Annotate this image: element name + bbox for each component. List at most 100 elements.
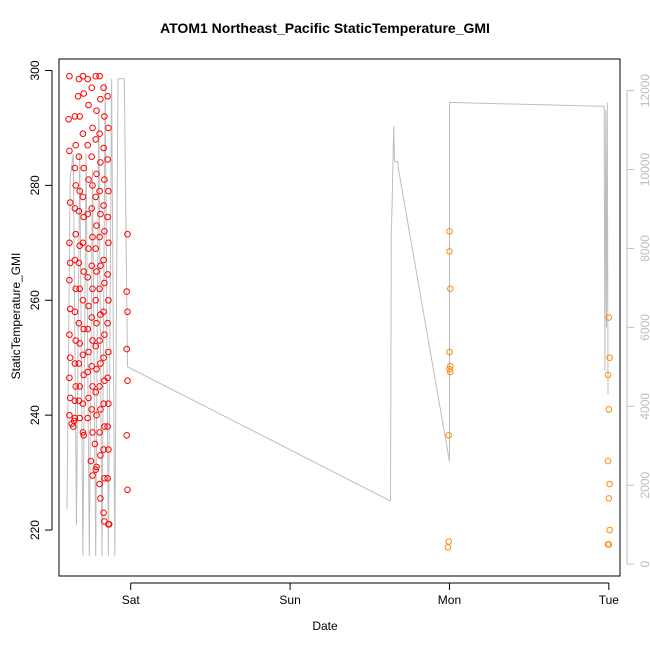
data-point-series-1 bbox=[71, 308, 79, 316]
data-point-series-2 bbox=[445, 538, 453, 545]
data-point-series-2 bbox=[605, 541, 613, 548]
y2-tick-label: 6000 bbox=[638, 314, 650, 341]
data-point-series-1 bbox=[97, 495, 104, 502]
data-point-series-1 bbox=[89, 285, 96, 293]
data-point-series-1 bbox=[92, 342, 99, 350]
axes-layer: 220 240 260 280 300 0 2000 4000 6000 8000 10000 120… bbox=[28, 58, 650, 607]
data-point-series-1 bbox=[96, 72, 103, 80]
data-point-series-1 bbox=[100, 84, 107, 91]
data-point-series-1 bbox=[70, 423, 77, 430]
data-point-series-1 bbox=[72, 230, 79, 238]
data-point-series-1 bbox=[105, 124, 112, 132]
data-point-series-1 bbox=[97, 406, 104, 413]
data-point-series-2 bbox=[447, 285, 454, 293]
y2-tick-label: 2000 bbox=[638, 472, 650, 499]
data-point-series-1 bbox=[96, 285, 103, 293]
data-point-series-1 bbox=[66, 276, 73, 284]
data-point-series-1 bbox=[123, 345, 130, 353]
data-point-series-1 bbox=[71, 164, 79, 172]
data-point-series-1 bbox=[76, 340, 83, 347]
data-point-series-1 bbox=[104, 213, 111, 221]
data-point-series-1 bbox=[104, 319, 111, 327]
y-tick-label: 260 bbox=[28, 290, 42, 310]
data-point-series-1 bbox=[66, 199, 74, 206]
data-point-series-1 bbox=[96, 429, 103, 436]
data-point-series-1 bbox=[79, 239, 87, 247]
data-point-series-1 bbox=[79, 400, 87, 408]
x-axis-label: Date bbox=[312, 619, 338, 633]
data-point-series-1 bbox=[75, 360, 83, 367]
data-point-series-1 bbox=[123, 432, 130, 439]
data-point-series-1 bbox=[80, 90, 87, 97]
data-point-series-1 bbox=[72, 141, 79, 149]
data-point-series-1 bbox=[93, 365, 100, 373]
data-point-series-1 bbox=[65, 116, 72, 123]
data-point-series-2 bbox=[606, 480, 613, 488]
data-point-series-2 bbox=[606, 526, 613, 534]
data-point-series-1 bbox=[93, 463, 100, 471]
data-point-series-2 bbox=[606, 354, 613, 362]
data-point-series-1 bbox=[85, 302, 92, 310]
data-point-series-1 bbox=[92, 136, 99, 143]
altitude-line bbox=[66, 78, 609, 557]
data-point-series-1 bbox=[104, 475, 111, 482]
data-point-series-2 bbox=[447, 368, 454, 376]
x-tick-label: Sat bbox=[122, 593, 141, 607]
data-point-series-1 bbox=[97, 95, 104, 103]
data-point-series-1 bbox=[88, 406, 95, 413]
data-point-series-1 bbox=[89, 337, 96, 344]
data-point-series-1 bbox=[104, 374, 111, 382]
data-point-series-1 bbox=[124, 308, 131, 316]
x-tick-label: Tue bbox=[599, 593, 620, 607]
data-point-series-1 bbox=[84, 414, 91, 422]
data-point-series-1 bbox=[92, 193, 99, 201]
data-point-series-1 bbox=[92, 297, 99, 304]
data-point-series-1 bbox=[89, 124, 96, 132]
data-point-series-1 bbox=[96, 383, 103, 390]
y-tick-label: 240 bbox=[28, 405, 42, 425]
data-point-series-1 bbox=[96, 130, 103, 137]
data-point-series-1 bbox=[124, 486, 131, 494]
chart-title: ATOM1 Northeast_Pacific StaticTemperatur… bbox=[160, 20, 490, 36]
data-point-series-1 bbox=[66, 305, 74, 313]
data-point-series-1 bbox=[76, 383, 83, 390]
data-point-series-1 bbox=[84, 368, 91, 376]
data-point-series-1 bbox=[97, 159, 104, 166]
data-point-series-1 bbox=[105, 446, 112, 453]
data-point-series-1 bbox=[92, 466, 99, 474]
data-point-series-1 bbox=[80, 268, 87, 275]
data-point-series-1 bbox=[105, 521, 113, 528]
data-point-series-1 bbox=[85, 245, 92, 252]
data-point-series-1 bbox=[88, 262, 95, 270]
data-point-series-1 bbox=[93, 319, 100, 327]
data-point-series-1 bbox=[96, 187, 103, 195]
data-point-series-1 bbox=[66, 374, 73, 382]
data-point-series-1 bbox=[66, 394, 74, 402]
data-point-series-1 bbox=[105, 400, 112, 408]
data-point-series-1 bbox=[97, 360, 104, 367]
data-point-series-1 bbox=[89, 429, 96, 436]
x-tick-label: Sun bbox=[279, 593, 300, 607]
data-point-series-1 bbox=[96, 480, 103, 488]
data-point-series-1 bbox=[96, 337, 103, 344]
y2-tick-label: 10000 bbox=[638, 152, 650, 186]
data-point-series-1 bbox=[85, 101, 92, 109]
data-point-series-1 bbox=[75, 75, 83, 83]
data-point-series-1 bbox=[79, 130, 87, 137]
y2-tick-label: 4000 bbox=[638, 393, 650, 420]
data-point-series-1 bbox=[75, 259, 83, 267]
data-point-series-1 bbox=[66, 354, 74, 362]
data-point-series-2 bbox=[604, 371, 612, 379]
data-point-series-2 bbox=[445, 432, 453, 439]
data-point-series-1 bbox=[85, 176, 92, 183]
data-point-series-1 bbox=[75, 319, 83, 327]
data-points-layer bbox=[65, 72, 613, 551]
data-point-series-1 bbox=[76, 187, 83, 195]
data-point-series-1 bbox=[84, 75, 91, 83]
y2-tick-label: 8000 bbox=[638, 235, 650, 262]
data-point-series-1 bbox=[123, 288, 130, 295]
data-point-series-1 bbox=[75, 153, 83, 160]
data-point-series-1 bbox=[74, 93, 82, 100]
data-point-series-1 bbox=[93, 222, 100, 229]
